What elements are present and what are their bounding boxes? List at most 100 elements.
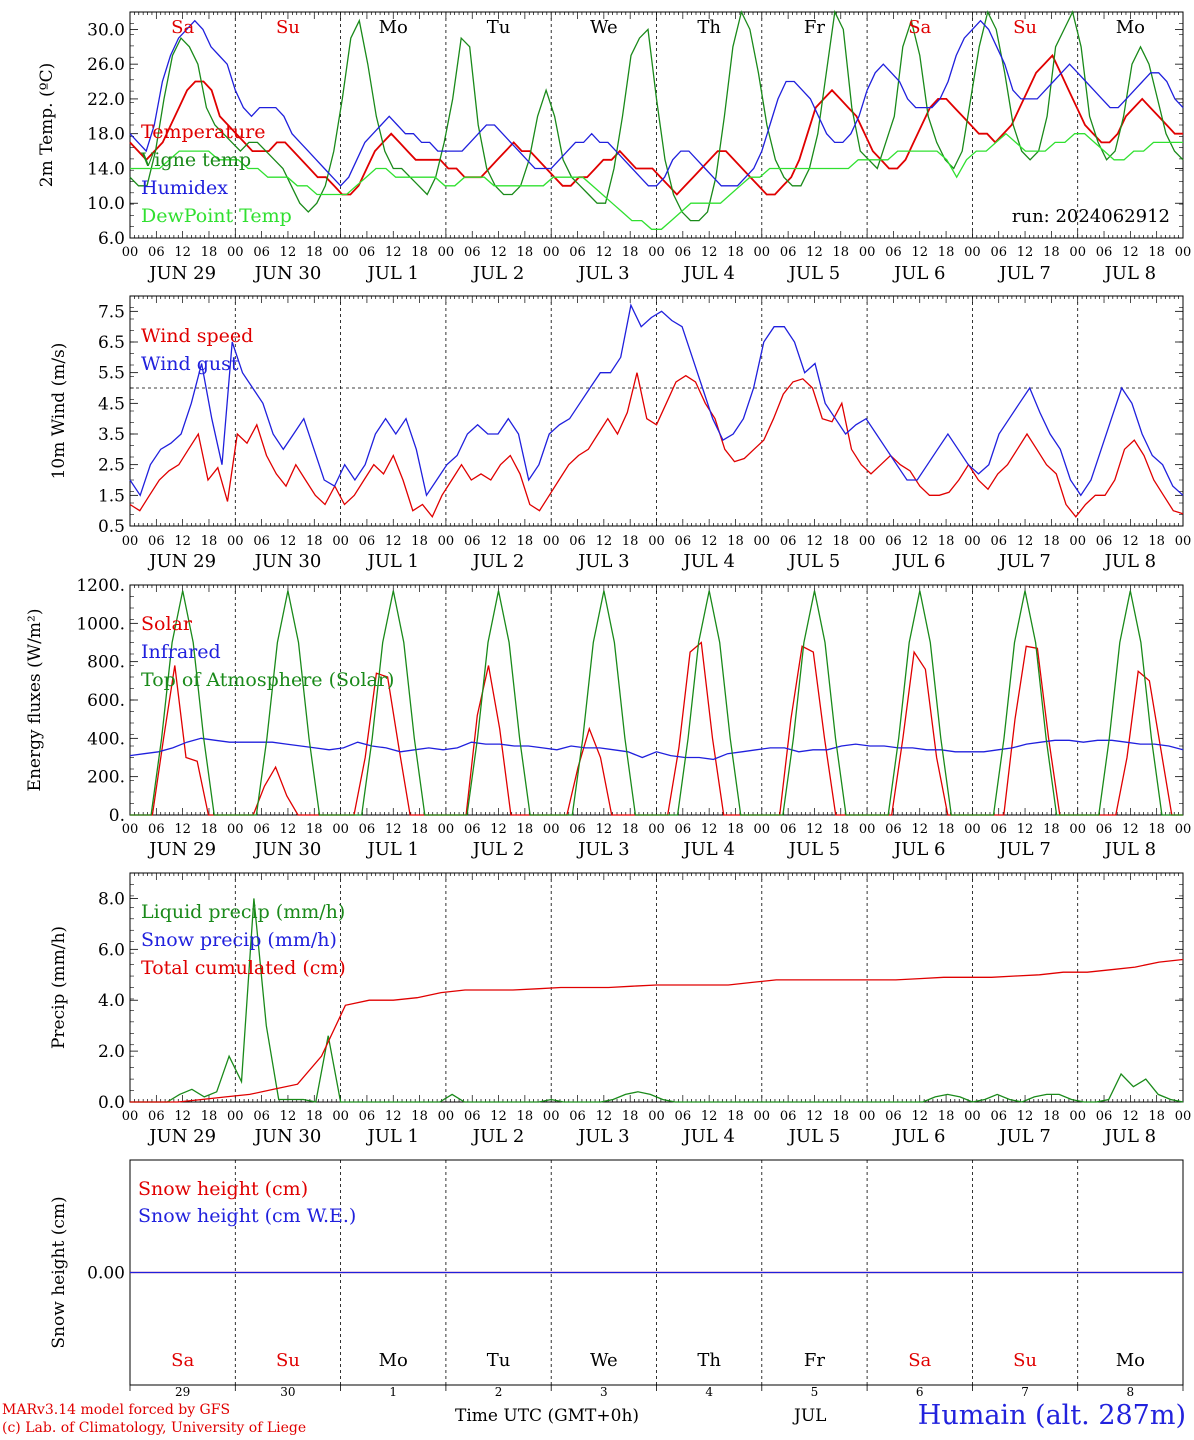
hour-tick-label: 12 bbox=[385, 245, 402, 260]
hour-tick-label: 00 bbox=[1069, 822, 1086, 837]
y-tick-label: 0. bbox=[109, 806, 125, 826]
day-label: JUL 7 bbox=[997, 1126, 1051, 1147]
legend-entry: Vigne temp bbox=[140, 149, 251, 171]
y-tick-label: 1000. bbox=[76, 614, 125, 634]
series-line-wind-gust bbox=[129, 303, 1184, 497]
day-label: JUL 4 bbox=[681, 263, 735, 284]
hour-tick-label: 18 bbox=[833, 245, 850, 260]
day-label: JUN 29 bbox=[147, 551, 216, 572]
legend-entry: Wind speed bbox=[141, 325, 253, 347]
hour-tick-label: 12 bbox=[174, 245, 191, 260]
hour-tick-label: 18 bbox=[938, 822, 955, 837]
hour-tick-label: 12 bbox=[806, 1109, 823, 1124]
y-tick-label: 1.5 bbox=[98, 486, 125, 506]
day-label: JUL 2 bbox=[471, 551, 525, 572]
hour-tick-label: 18 bbox=[727, 1109, 744, 1124]
hour-tick-label: 18 bbox=[622, 245, 639, 260]
hour-tick-label: 00 bbox=[964, 1109, 981, 1124]
hour-tick-label: 06 bbox=[569, 534, 586, 549]
hour-tick-label: 00 bbox=[648, 822, 665, 837]
hour-tick-label: 06 bbox=[780, 534, 797, 549]
series-line-total-cumulated-cm bbox=[130, 958, 1184, 1103]
hour-tick-label: 00 bbox=[543, 245, 560, 260]
weekday-label: Mo bbox=[379, 17, 408, 38]
day-label: JUL 8 bbox=[1103, 839, 1157, 860]
hour-tick-label: 06 bbox=[359, 1109, 376, 1124]
series-line-humidex bbox=[129, 19, 1184, 187]
hour-tick-label: 00 bbox=[438, 1109, 455, 1124]
hour-tick-label: 12 bbox=[806, 245, 823, 260]
hour-tick-label: 12 bbox=[701, 245, 718, 260]
hour-tick-label: 00 bbox=[543, 1109, 560, 1124]
hour-tick-label: 18 bbox=[306, 245, 323, 260]
hour-tick-label: 06 bbox=[675, 245, 692, 260]
legend-entry: Humidex bbox=[141, 177, 228, 199]
y-tick-label: 2.0 bbox=[98, 1042, 125, 1062]
hour-tick-label: 06 bbox=[569, 245, 586, 260]
day-label: JUL 4 bbox=[681, 551, 735, 572]
y-tick-label: 0.00 bbox=[87, 1264, 125, 1284]
hour-tick-label: 06 bbox=[464, 534, 481, 549]
hour-tick-label: 06 bbox=[885, 534, 902, 549]
hour-tick-label: 06 bbox=[780, 1109, 797, 1124]
hour-tick-label: 12 bbox=[280, 245, 297, 260]
hour-tick-label: 00 bbox=[859, 534, 876, 549]
hour-tick-label: 18 bbox=[1148, 245, 1165, 260]
hour-tick-label: 18 bbox=[201, 534, 218, 549]
day-label: JUL 1 bbox=[365, 263, 419, 284]
day-number-label: 3 bbox=[600, 1385, 608, 1399]
hour-tick-label: 18 bbox=[727, 822, 744, 837]
y-tick-label: 30.0 bbox=[87, 20, 125, 40]
day-label: JUN 30 bbox=[253, 263, 322, 284]
hour-tick-label: 06 bbox=[990, 534, 1007, 549]
y-tick-label: 0.5 bbox=[98, 517, 125, 537]
hour-tick-label: 00 bbox=[1175, 1109, 1192, 1124]
hour-tick-label: 12 bbox=[1017, 1109, 1034, 1124]
hour-tick-label: 12 bbox=[1122, 534, 1139, 549]
hour-tick-label: 06 bbox=[1096, 245, 1113, 260]
hour-tick-label: 00 bbox=[648, 245, 665, 260]
day-label: JUL 1 bbox=[365, 839, 419, 860]
weekday-label: Su bbox=[276, 17, 300, 38]
hour-tick-label: 00 bbox=[122, 534, 139, 549]
day-label: JUN 30 bbox=[253, 839, 322, 860]
hour-tick-label: 18 bbox=[306, 534, 323, 549]
hour-tick-label: 00 bbox=[438, 822, 455, 837]
hour-tick-label: 00 bbox=[648, 1109, 665, 1124]
day-label: JUL 5 bbox=[787, 551, 841, 572]
hour-tick-label: 18 bbox=[1148, 822, 1165, 837]
day-label: JUL 3 bbox=[576, 1126, 630, 1147]
hour-tick-label: 18 bbox=[833, 534, 850, 549]
hour-tick-label: 00 bbox=[1175, 534, 1192, 549]
hour-tick-label: 06 bbox=[990, 245, 1007, 260]
weekday-label: Th bbox=[697, 1350, 721, 1371]
hour-tick-label: 06 bbox=[1096, 1109, 1113, 1124]
hour-tick-label: 18 bbox=[1043, 822, 1060, 837]
day-number-label: 6 bbox=[916, 1385, 924, 1399]
weekday-label: Tu bbox=[487, 17, 511, 38]
hour-tick-label: 00 bbox=[964, 245, 981, 260]
day-label: JUN 29 bbox=[147, 263, 216, 284]
legend-entry: Snow height (cm) bbox=[138, 1178, 308, 1200]
legend-entry: Snow height (cm W.E.) bbox=[138, 1205, 356, 1227]
y-tick-label: 2.5 bbox=[98, 456, 125, 476]
weekday-label: Su bbox=[276, 1350, 300, 1371]
y-tick-label: 8.0 bbox=[98, 889, 125, 909]
hour-tick-label: 12 bbox=[490, 822, 507, 837]
hour-tick-label: 00 bbox=[648, 534, 665, 549]
hour-tick-label: 00 bbox=[438, 534, 455, 549]
y-tick-label: 10.0 bbox=[87, 194, 125, 214]
legend-entry: Top of Atmosphere (Solar) bbox=[141, 669, 394, 691]
hour-tick-label: 00 bbox=[1069, 534, 1086, 549]
y-tick-label: 4.5 bbox=[98, 394, 125, 414]
hour-tick-label: 06 bbox=[148, 245, 165, 260]
hour-tick-label: 06 bbox=[253, 245, 270, 260]
hour-tick-label: 12 bbox=[911, 245, 928, 260]
hour-tick-label: 18 bbox=[1148, 534, 1165, 549]
hour-tick-label: 18 bbox=[517, 1109, 534, 1124]
hour-tick-label: 06 bbox=[780, 245, 797, 260]
y-axis-label: 2m Temp. (ºC) bbox=[37, 63, 57, 188]
hour-tick-label: 00 bbox=[859, 245, 876, 260]
hour-tick-label: 12 bbox=[806, 822, 823, 837]
day-label: JUL 2 bbox=[471, 263, 525, 284]
